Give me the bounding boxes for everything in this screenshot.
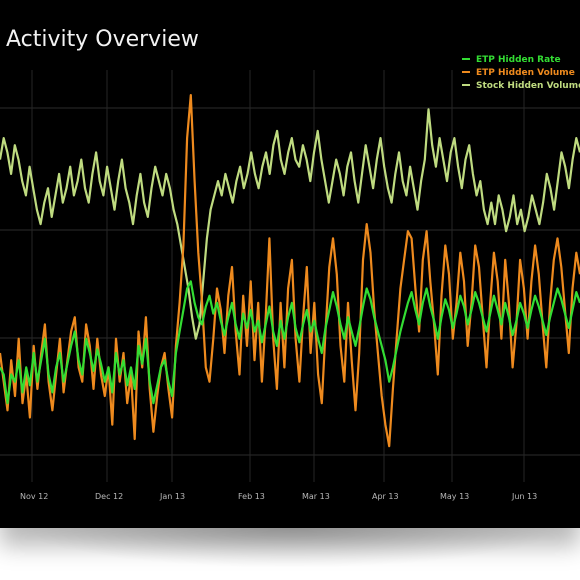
- chart-title: Activity Overview: [6, 27, 199, 52]
- chart-panel: Activity Overview ETP Hidden Rate ETP Hid…: [0, 0, 580, 528]
- frame-shadow: [20, 528, 560, 568]
- series-line-0: [0, 280, 580, 405]
- x-tick-label-1: Dec 12: [95, 492, 123, 501]
- series-line-2: [0, 108, 580, 340]
- series-lines: [0, 93, 580, 448]
- x-tick-label-2: Jan 13: [159, 492, 185, 501]
- x-tick-label-3: Feb 13: [238, 492, 265, 501]
- legend-label-2: Stock Hidden Volume: [476, 81, 580, 91]
- x-tick-label-4: Mar 13: [302, 492, 330, 501]
- legend-label-0: ETP Hidden Rate: [476, 55, 561, 65]
- legend-label-1: ETP Hidden Volume: [476, 68, 575, 78]
- x-axis-ticks: Nov 12 Dec 12 Jan 13 Feb 13 Mar 13 Apr 13 May …: [20, 492, 537, 501]
- x-tick-label-6: May 13: [440, 492, 469, 501]
- x-tick-label-7: Jun 13: [511, 492, 537, 501]
- x-tick-label-0: Nov 12: [20, 492, 48, 501]
- series-line-1: [0, 93, 580, 448]
- x-tick-label-5: Apr 13: [372, 492, 399, 501]
- legend: ETP Hidden Rate ETP Hidden Volume Stock Hi…: [462, 55, 580, 91]
